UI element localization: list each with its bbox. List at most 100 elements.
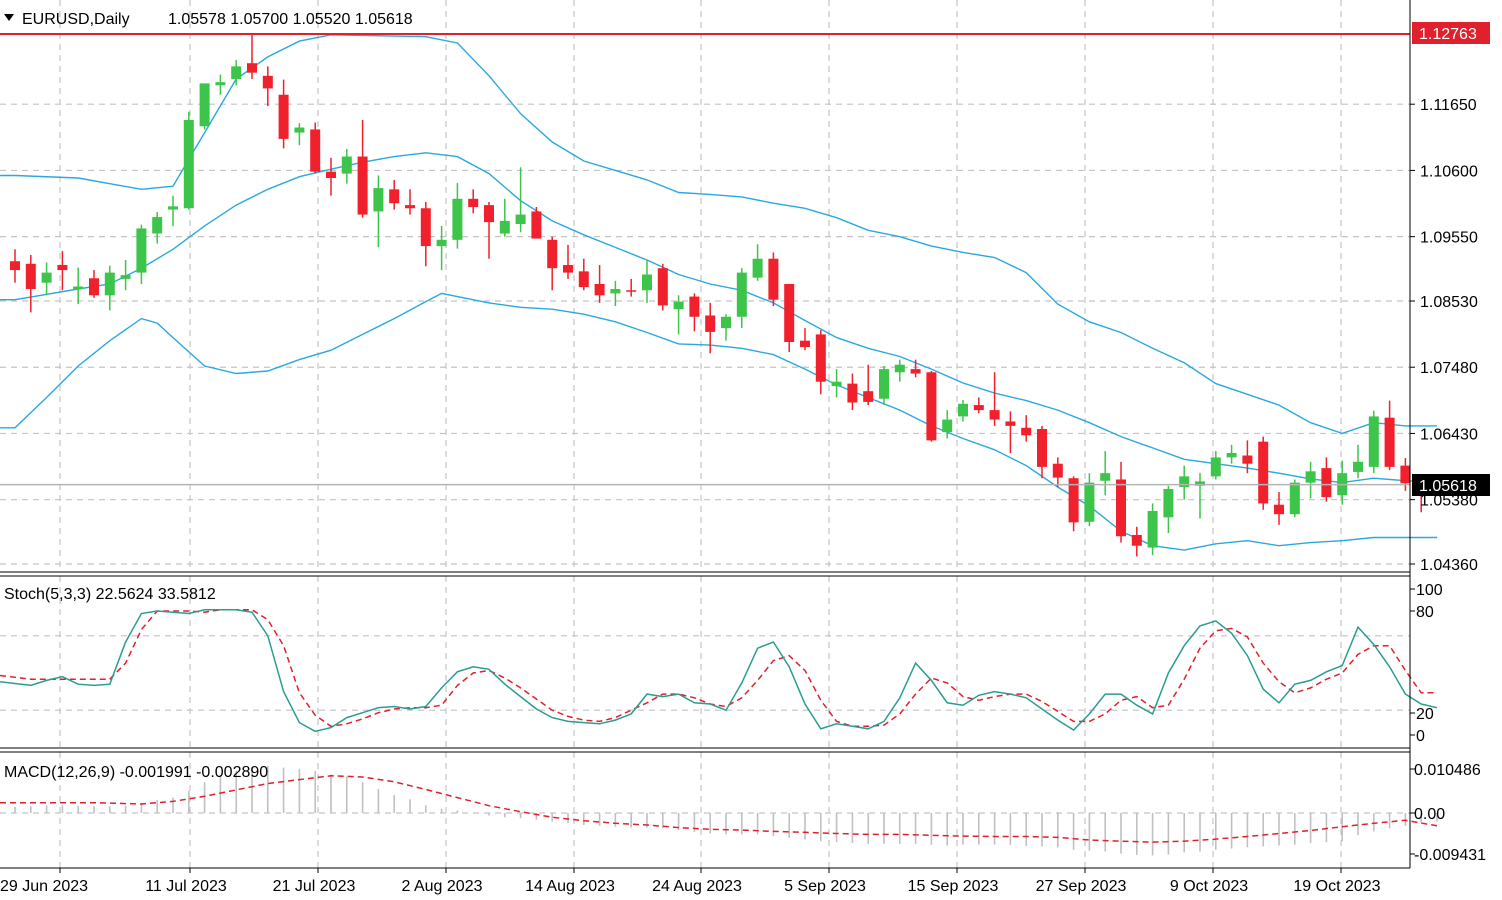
candle[interactable] (484, 201, 494, 259)
candle[interactable] (247, 34, 257, 79)
candle[interactable] (436, 225, 447, 271)
candle-body (784, 283, 795, 342)
candle[interactable] (894, 359, 905, 382)
candle[interactable] (879, 365, 889, 406)
candlestick-series[interactable] (10, 34, 1442, 557)
candle[interactable] (1210, 451, 1221, 480)
candle[interactable] (73, 267, 84, 305)
candle[interactable] (1084, 473, 1095, 527)
candle[interactable] (800, 328, 810, 351)
candle[interactable] (1274, 492, 1284, 525)
candle[interactable] (910, 359, 921, 378)
candle[interactable] (863, 364, 874, 406)
candle[interactable] (531, 207, 542, 239)
candle[interactable] (1052, 457, 1063, 488)
candle[interactable] (705, 302, 716, 354)
candle[interactable] (41, 262, 52, 296)
candle[interactable] (1100, 451, 1111, 496)
candle[interactable] (389, 179, 400, 210)
candle[interactable] (499, 198, 510, 237)
candle[interactable] (1242, 440, 1253, 474)
candle[interactable] (815, 330, 826, 395)
price-tick-label: 1.07480 (1420, 360, 1478, 377)
candle[interactable] (341, 148, 352, 184)
candle[interactable] (215, 74, 226, 95)
candle[interactable] (183, 111, 194, 210)
candle[interactable] (326, 157, 336, 196)
candle[interactable] (626, 278, 637, 297)
candle[interactable] (594, 265, 605, 303)
candle[interactable] (1195, 473, 1205, 519)
candle[interactable] (1147, 503, 1158, 556)
candle[interactable] (547, 236, 558, 291)
candle[interactable] (1226, 444, 1237, 464)
candle-body (515, 214, 526, 225)
candle[interactable] (1337, 460, 1348, 505)
candle[interactable] (168, 195, 178, 226)
candle[interactable] (563, 244, 573, 279)
candle[interactable] (152, 212, 163, 244)
candle[interactable] (721, 314, 731, 341)
candle[interactable] (1321, 457, 1332, 502)
triangle-down-icon[interactable] (4, 14, 14, 21)
candle[interactable] (973, 397, 984, 414)
candle[interactable] (673, 295, 684, 335)
macd-indicator-label[interactable]: MACD(12,26,9) -0.001991 -0.002890 (4, 764, 268, 781)
candle[interactable] (1353, 444, 1363, 479)
candle[interactable] (1400, 458, 1411, 491)
candle[interactable] (262, 66, 273, 107)
candle[interactable] (989, 372, 1000, 426)
candle[interactable] (25, 254, 36, 313)
candle[interactable] (1116, 461, 1126, 543)
candle[interactable] (452, 183, 463, 249)
candle[interactable] (1163, 485, 1174, 534)
candle[interactable] (120, 259, 131, 291)
candle[interactable] (736, 268, 747, 329)
candle[interactable] (942, 410, 953, 439)
candle[interactable] (578, 258, 589, 291)
symbol-label[interactable]: EURUSD,Daily (22, 11, 130, 28)
candle[interactable] (357, 119, 368, 218)
candle[interactable] (958, 400, 968, 422)
candle[interactable] (1368, 410, 1379, 474)
candle[interactable] (231, 60, 242, 86)
candle[interactable] (642, 259, 652, 303)
candle[interactable] (1037, 425, 1047, 479)
candle[interactable] (784, 283, 795, 353)
candle[interactable] (310, 122, 321, 174)
stoch-indicator-label[interactable]: Stoch(5,3,3) 22.5624 33.5812 (4, 586, 216, 603)
candle[interactable] (1258, 436, 1269, 510)
candle[interactable] (1068, 476, 1079, 532)
candle[interactable] (136, 224, 147, 284)
candle-body (278, 94, 289, 139)
candle[interactable] (689, 293, 700, 332)
candle[interactable] (1021, 415, 1032, 442)
candle[interactable] (831, 369, 842, 398)
candle[interactable] (768, 252, 779, 307)
candle[interactable] (752, 244, 763, 281)
candle[interactable] (57, 251, 68, 291)
candle[interactable] (1384, 400, 1395, 471)
candle[interactable] (1289, 479, 1300, 518)
candle[interactable] (1305, 461, 1316, 499)
candle[interactable] (1005, 411, 1016, 453)
candle[interactable] (89, 270, 99, 298)
candle[interactable] (10, 249, 20, 283)
candle[interactable] (405, 189, 415, 215)
candle[interactable] (199, 83, 210, 130)
candle[interactable] (610, 280, 621, 307)
stoch-tick-label: 0 (1416, 728, 1425, 745)
candle[interactable] (294, 123, 305, 146)
candle[interactable] (1179, 465, 1190, 500)
candle[interactable] (420, 201, 431, 267)
candle[interactable] (468, 189, 479, 214)
candle[interactable] (373, 175, 384, 248)
candle[interactable] (657, 263, 668, 311)
candle[interactable] (515, 167, 526, 233)
candle[interactable] (104, 265, 115, 311)
candle[interactable] (847, 373, 858, 411)
candle[interactable] (1131, 526, 1142, 557)
candle[interactable] (926, 370, 937, 442)
candle[interactable] (278, 79, 289, 149)
candle-body (73, 286, 84, 290)
